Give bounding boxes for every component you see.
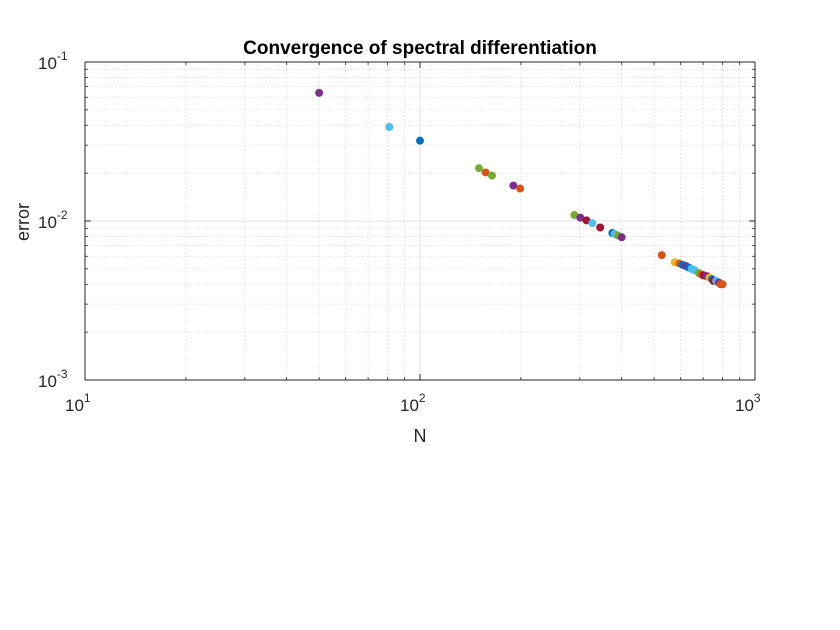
data-point bbox=[416, 136, 424, 145]
y-tick-labels: 10-3 10-2 10-1 bbox=[38, 49, 68, 391]
data-point bbox=[657, 251, 666, 260]
y-tick-label: 10-3 bbox=[38, 367, 68, 391]
data-point bbox=[576, 213, 585, 222]
data-point bbox=[315, 88, 324, 97]
x-tick-label: 102 bbox=[400, 391, 426, 415]
x-tick-label: 101 bbox=[65, 391, 91, 415]
data-point bbox=[617, 233, 626, 242]
data-points bbox=[315, 88, 727, 289]
data-point bbox=[588, 219, 597, 228]
data-point bbox=[509, 181, 518, 190]
x-tick-label: 103 bbox=[735, 391, 761, 415]
chart-title: Convergence of spectral differentiation bbox=[243, 38, 597, 59]
data-point bbox=[487, 171, 496, 180]
y-axis-label: error bbox=[13, 203, 33, 241]
data-point bbox=[385, 123, 394, 132]
data-point bbox=[474, 164, 483, 173]
x-tick-labels: 101 102 103 bbox=[65, 391, 761, 415]
axis-ticks bbox=[84, 61, 756, 381]
data-point bbox=[516, 184, 525, 193]
y-tick-label: 10-2 bbox=[38, 208, 68, 232]
y-tick-label: 10-1 bbox=[38, 49, 68, 73]
data-point bbox=[718, 280, 727, 289]
plot-area bbox=[84, 61, 756, 381]
data-point bbox=[596, 223, 605, 232]
data-point bbox=[481, 168, 490, 177]
x-axis-label: N bbox=[414, 426, 427, 446]
